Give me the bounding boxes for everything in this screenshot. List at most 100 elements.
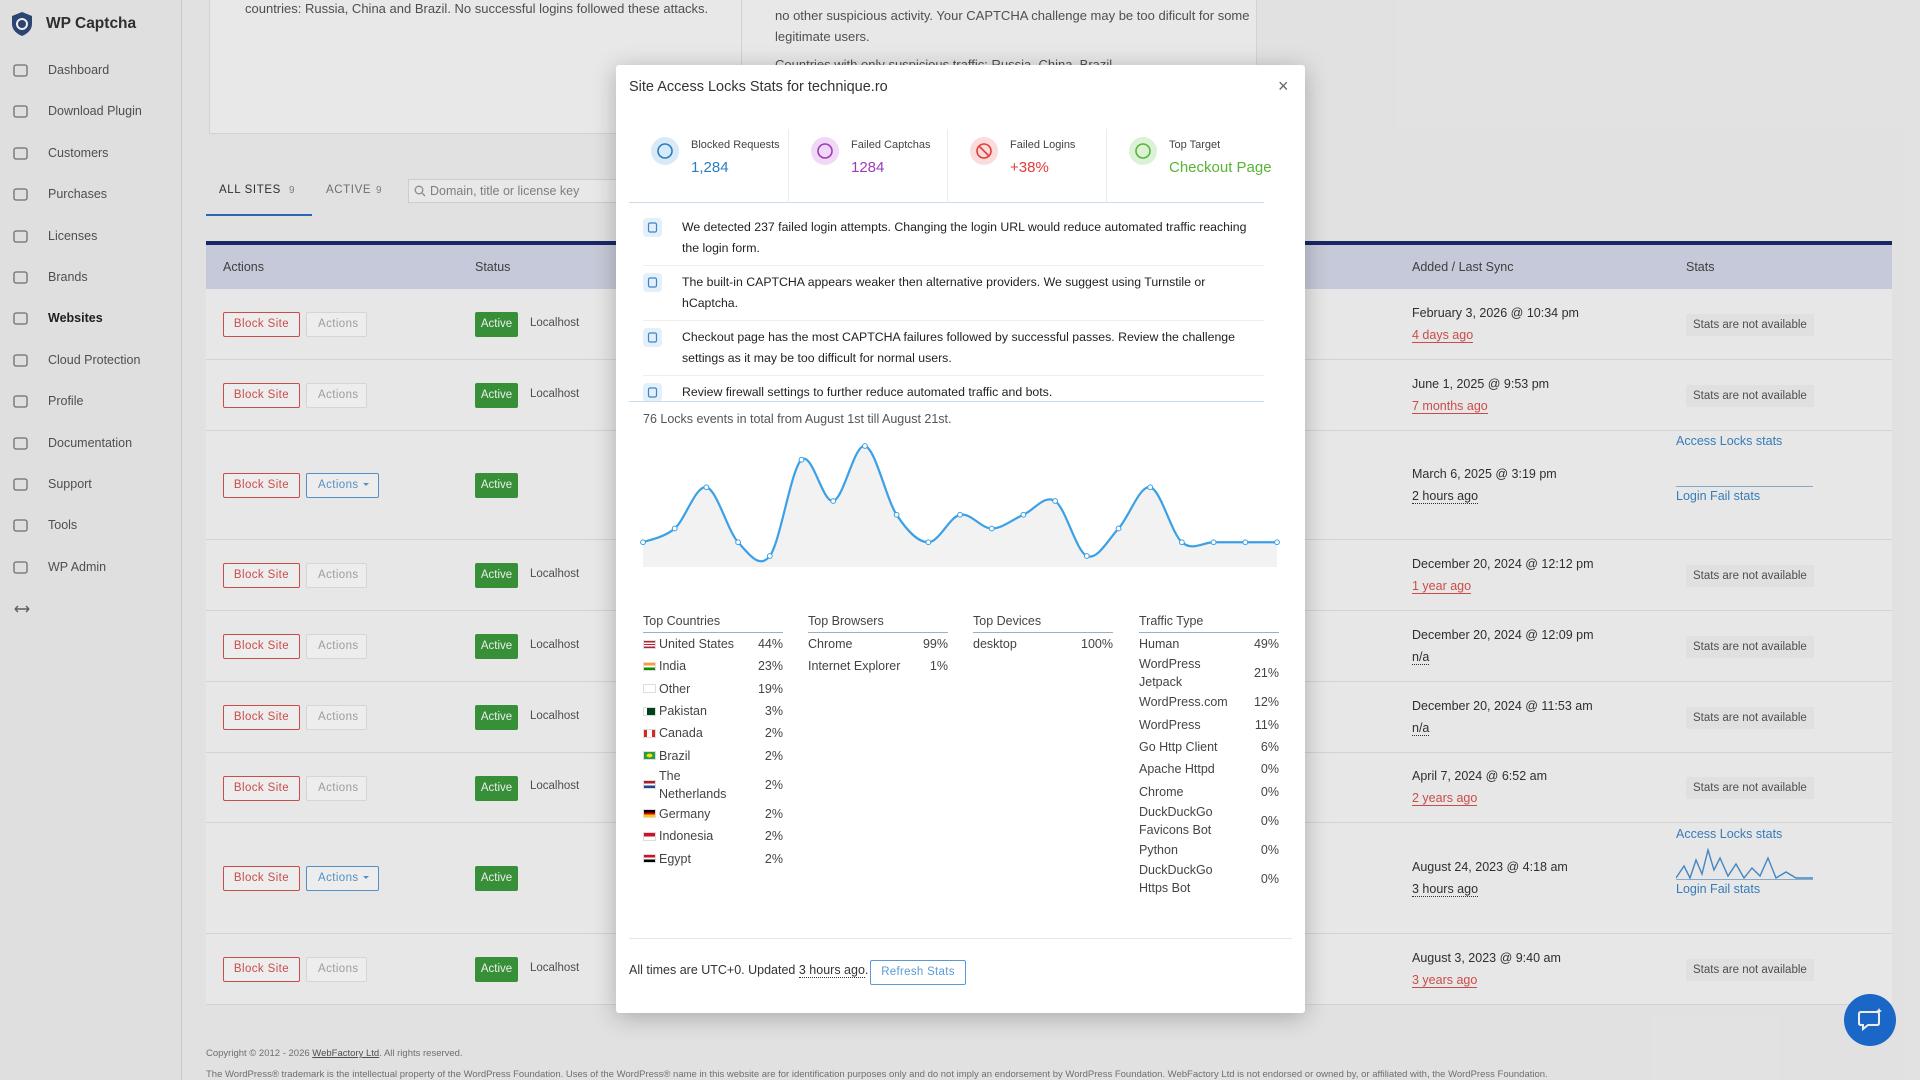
menu-item[interactable]: Tools	[0, 512, 181, 540]
block-site-button[interactable]: Block Site	[223, 634, 300, 659]
last-sync: 3 years ago	[1412, 972, 1478, 988]
caret	[362, 876, 369, 880]
row-name: WordPress.com	[1139, 695, 1228, 710]
mini-sparkline	[1676, 846, 1813, 880]
menu-item[interactable]: Download Plugin	[0, 98, 181, 126]
menu-label: Support	[48, 477, 92, 491]
actions-button[interactable]: Actions	[306, 866, 379, 891]
menu-item[interactable]: Profile	[0, 388, 181, 416]
stats-link[interactable]: Access Locks stats	[1676, 826, 1783, 841]
actions-button[interactable]: Actions	[306, 473, 379, 498]
block-site-button[interactable]: Block Site	[223, 957, 300, 982]
menu-item[interactable]: Support	[0, 471, 181, 499]
chart-point	[703, 484, 710, 491]
block-site-button[interactable]: Block Site	[223, 473, 300, 498]
stats-link[interactable]: Access Locks stats	[1676, 433, 1783, 448]
table-row: Brazil 2%	[643, 744, 783, 766]
stats-modal: Site Access Locks Stats for technique.ro…	[616, 65, 1305, 1013]
trademark-notice: The WordPress® trademark is the intellec…	[206, 1069, 1548, 1080]
logo-icon	[12, 12, 32, 36]
menu-label: Licenses	[48, 228, 98, 243]
row-name: Internet Explorer	[808, 659, 901, 674]
close-button[interactable]: ×	[1278, 76, 1289, 96]
status-badge: Active	[475, 957, 518, 982]
actions-button[interactable]: Actions	[306, 775, 367, 801]
stat-icon	[651, 137, 679, 165]
block-site-button[interactable]: Block Site	[223, 383, 300, 408]
icon-shape	[13, 147, 28, 160]
collapse-icon[interactable]	[13, 601, 31, 617]
notice-text: countries: Russia, China and Brazil. No …	[245, 1, 709, 16]
row-name: Pakistan	[659, 704, 707, 719]
stat-glyph	[817, 143, 833, 159]
actions-button[interactable]: Actions	[306, 312, 367, 337]
environment-label: Localhost	[530, 709, 580, 722]
column-header: Stats	[1686, 260, 1715, 274]
insight: Checkout page has the most CAPTCHA failu…	[643, 321, 1264, 376]
tab-active[interactable]: ACTIVE 9	[312, 178, 392, 214]
block-site-button[interactable]: Block Site	[223, 705, 300, 730]
chart-point	[1115, 525, 1122, 532]
status-badge: Active	[475, 866, 518, 891]
tab-all[interactable]: ALL SITES 9	[206, 178, 312, 216]
environment-label: Localhost	[530, 961, 580, 974]
column-header: Actions	[223, 260, 264, 274]
refresh-button[interactable]: Refresh Stats	[870, 960, 966, 985]
actions-button[interactable]: Actions	[306, 705, 367, 730]
stats-table: Traffic Type Human 49% WordPress Jetpack 21%…	[1139, 610, 1279, 897]
updated-time: 3 hours ago	[798, 963, 865, 978]
block-site-button[interactable]: Block Site	[223, 866, 300, 891]
environment-label: Localhost	[530, 316, 580, 329]
actions-button[interactable]: Actions	[306, 634, 367, 659]
chat-button[interactable]	[1844, 994, 1896, 1046]
breakdown-tables: Top Countries United States 44% India 23% Oth…	[616, 610, 1305, 930]
table-row: DuckDuckGo Favicons Bot 0%	[1139, 803, 1279, 839]
flag	[643, 706, 656, 716]
search-placeholder: Domain, title or license key	[430, 184, 580, 198]
row-value: 0%	[1260, 842, 1279, 857]
sidebar: WP Captcha Dashboard Download Plugin Custo…	[0, 0, 182, 1080]
table-row: Other 19%	[643, 678, 783, 700]
menu-label: Websites	[48, 311, 103, 326]
company-link[interactable]: WebFactory Ltd	[312, 1048, 380, 1059]
menu-item[interactable]: Customers	[0, 140, 181, 168]
menu-item[interactable]: Brands	[0, 264, 181, 292]
menu-item[interactable]: Dashboard	[0, 57, 181, 85]
last-sync: n/a	[1412, 649, 1430, 665]
row-name: WordPress	[1139, 717, 1201, 732]
chart-point	[798, 456, 805, 463]
stats-link[interactable]: Login Fail stats	[1676, 881, 1761, 896]
insight-glyph	[647, 387, 658, 398]
menu-icon	[13, 229, 28, 243]
glyph	[647, 222, 658, 233]
actions-button[interactable]: Actions	[306, 383, 367, 408]
icon-shape	[13, 271, 28, 284]
actions-button[interactable]: Actions	[306, 563, 367, 588]
stat-value: 1,284	[691, 159, 729, 176]
menu-item[interactable]: Licenses	[0, 223, 181, 251]
menu-item[interactable]: Websites	[0, 305, 181, 333]
stats-link[interactable]: Login Fail stats	[1676, 488, 1761, 503]
last-sync: 4 days ago	[1412, 327, 1474, 343]
row-name: Python	[1139, 842, 1178, 857]
added-date: February 3, 2026 @ 10:34 pm	[1412, 305, 1579, 320]
menu-item[interactable]: Cloud Protection	[0, 347, 181, 375]
menu-item[interactable]: WP Admin	[0, 554, 181, 582]
block-site-button[interactable]: Block Site	[223, 775, 300, 801]
last-sync: 7 months ago	[1412, 398, 1488, 414]
added-date: December 20, 2024 @ 11:53 am	[1412, 698, 1593, 713]
chart-point	[957, 511, 963, 518]
caret	[362, 483, 369, 487]
actions-button[interactable]: Actions	[306, 957, 367, 982]
table-row: Chrome 99%	[808, 633, 948, 655]
status-badge: Active	[475, 705, 518, 730]
menu-item[interactable]: Documentation	[0, 430, 181, 458]
menu-item[interactable]: Purchases	[0, 181, 181, 209]
row-name: DuckDuckGo Https Bot	[1139, 863, 1213, 896]
chart-point	[862, 443, 868, 449]
table-row: Internet Explorer 1%	[808, 655, 948, 677]
block-site-button[interactable]: Block Site	[223, 563, 300, 588]
stat-value: Checkout Page	[1169, 159, 1272, 176]
block-site-button[interactable]: Block Site	[223, 312, 300, 337]
insights: We detected 237 failed login attempts. C…	[643, 211, 1264, 409]
